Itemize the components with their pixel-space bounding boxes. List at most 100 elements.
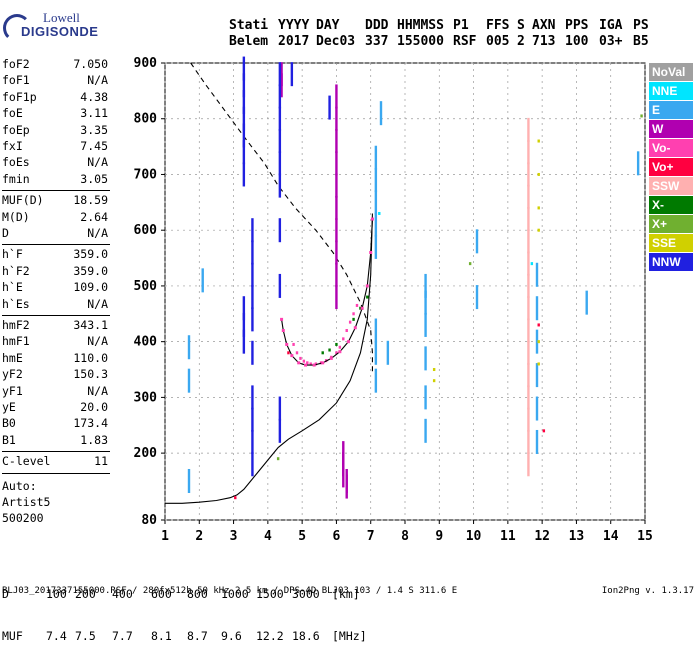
echo-point <box>527 429 530 454</box>
echo-point <box>306 361 309 365</box>
param-row: M(D) 2.64 <box>2 209 108 225</box>
param-separator <box>2 315 110 316</box>
param-key: foEp <box>2 122 30 137</box>
x-tick-label: 5 <box>298 529 306 544</box>
trace-point <box>280 317 284 321</box>
hdr-labels-0: Stati <box>229 18 269 33</box>
echo-point <box>527 273 530 298</box>
echo-point <box>537 362 540 366</box>
trace-point <box>285 342 289 346</box>
param-key: foF1 <box>2 73 30 88</box>
param-separator <box>2 190 110 192</box>
x-tick-label: 3 <box>230 529 238 544</box>
echo-point <box>530 262 534 266</box>
echo-point <box>251 385 254 410</box>
echo-point <box>535 363 539 388</box>
drow-cell: 100 <box>46 587 67 601</box>
echo-point <box>335 106 338 131</box>
param-row: h`F 359.0 <box>2 246 108 262</box>
echo-point <box>527 340 530 365</box>
hdr-values-6: 005 <box>486 34 510 49</box>
echo-point <box>535 396 539 421</box>
mrow-cell: 8.7 <box>187 629 208 643</box>
param-separator <box>2 451 110 453</box>
hdr-labels-1: YYYY <box>278 18 310 33</box>
param-key: foEs <box>2 155 30 170</box>
param-key: B1 <box>2 432 16 447</box>
param-value: 3.05 <box>80 171 108 186</box>
echo-point <box>374 234 378 259</box>
echo-point <box>280 73 283 98</box>
echo-point <box>527 117 530 142</box>
echo-point <box>374 318 378 343</box>
hdr-values-9: 100 <box>565 34 589 49</box>
param-row: foF1 N/A <box>2 72 108 88</box>
echo-point <box>251 285 254 310</box>
echo-point <box>475 229 479 254</box>
param-value: N/A <box>87 334 108 349</box>
param-value: 1.83 <box>80 432 108 447</box>
echo-point <box>309 362 312 366</box>
param-key: foE <box>2 106 23 121</box>
trace-point <box>353 326 357 330</box>
echo-point <box>299 356 302 360</box>
polarization-legend: NoVal NNE E W Vo- Vo+ SSW X- X+ SSE NNW <box>649 63 693 272</box>
param-key: yE <box>2 400 16 414</box>
x-tick-label: 6 <box>333 529 341 544</box>
echo-point <box>335 342 338 346</box>
echo-point <box>251 240 254 265</box>
param-row: foEs N/A <box>2 154 108 170</box>
echo-point <box>242 56 246 81</box>
echo-point <box>535 262 539 287</box>
echo-point <box>359 306 362 310</box>
y-tick-label: 500 <box>134 279 158 294</box>
drow-cell: [km] <box>332 587 360 601</box>
echo-point <box>242 90 246 115</box>
param-row: h`Es N/A <box>2 296 108 312</box>
param-value: 109.0 <box>73 280 108 295</box>
footer-file-info: BLJ03_2017337155000.RSF / 280fx512h 50 k… <box>2 586 458 596</box>
x-tick-label: 13 <box>569 529 585 544</box>
x-tick-label: 4 <box>264 529 272 544</box>
logo-line-1: Lowell <box>43 10 80 25</box>
echo-point <box>352 317 355 321</box>
echo-point <box>527 184 530 209</box>
param-value: 4.38 <box>80 89 108 104</box>
param-key: yF2 <box>2 367 23 382</box>
echo-point <box>278 129 282 154</box>
echo-point <box>374 340 378 365</box>
echo-point <box>542 429 546 433</box>
echo-point <box>242 312 246 337</box>
echo-point <box>335 129 338 154</box>
echo-point <box>251 307 254 332</box>
echo-point <box>251 340 254 365</box>
param-value: N/A <box>87 296 108 311</box>
electron-density-profile-curve <box>165 213 373 504</box>
param-value: 359.0 <box>73 247 108 262</box>
echo-point <box>527 140 530 165</box>
echo-point <box>278 151 282 176</box>
muf-table: D 100 200 400 600 800 1000 1500 3000 [km] MUF 7.4 7… <box>2 559 367 657</box>
param-key: B0 <box>2 416 16 431</box>
echo-point <box>432 368 436 372</box>
echo-point <box>342 337 345 341</box>
echo-point <box>335 173 338 198</box>
logo-swoosh-icon <box>3 14 31 42</box>
echo-point <box>640 114 643 118</box>
trace-point <box>297 361 301 365</box>
param-row: yF2 150.3 <box>2 366 108 382</box>
hdr-labels-9: PPS <box>565 18 589 33</box>
drow-cell: 3000 <box>292 587 320 601</box>
param-value: 150.3 <box>73 367 108 382</box>
echo-point <box>424 273 427 298</box>
param-row: hmE 110.0 <box>2 350 108 366</box>
param-value: 343.1 <box>73 318 108 332</box>
echo-point <box>335 218 338 243</box>
hdr-values-4: 155000 <box>397 34 444 49</box>
hdr-values-1: 2017 <box>278 34 310 49</box>
hdr-labels-10: IGA <box>599 18 623 33</box>
param-value: 173.4 <box>73 416 108 431</box>
hdr-labels-7: S <box>517 18 525 33</box>
param-value: 359.0 <box>73 263 108 278</box>
auto-artist: Artist5 <box>2 495 51 509</box>
